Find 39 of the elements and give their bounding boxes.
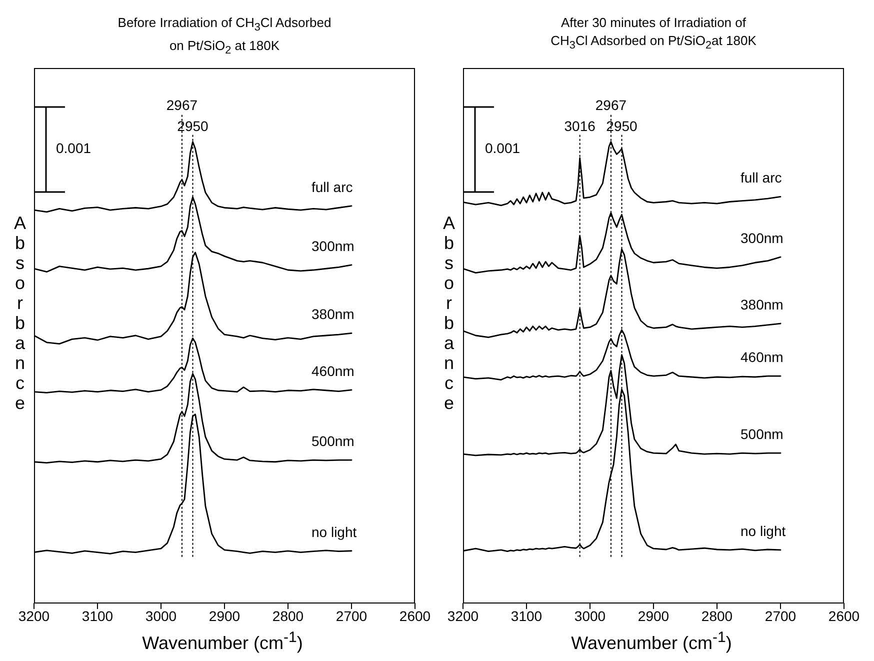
series-label: 500nm (312, 433, 354, 450)
ref-line-label: 2967 (595, 97, 627, 114)
series-label: 500nm (740, 426, 784, 442)
x-tick-label: 3000 (574, 608, 606, 624)
x-tick-label: 2800 (272, 608, 304, 624)
ref-line-label: 2967 (166, 97, 198, 114)
ref-line-label: 2950 (606, 118, 638, 134)
x-tick-label: 3200 (447, 608, 479, 624)
x-tick-label: 2700 (336, 608, 368, 624)
y-axis-title: Absorbance (10, 213, 30, 413)
x-tick-label: 2900 (208, 608, 240, 624)
series-label: 300nm (740, 230, 784, 246)
x-tick-label: 3100 (510, 608, 542, 624)
x-tick-label: 2600 (828, 608, 860, 624)
ref-line-label: 3016 (564, 118, 596, 134)
x-tick-label: 2800 (701, 608, 733, 624)
series-label: no light (312, 524, 357, 540)
series-label: 380nm (740, 296, 784, 313)
x-tick-label: 3100 (82, 608, 114, 624)
y-axis-title: Absorbance (439, 213, 459, 413)
series-label: full arc (312, 178, 353, 195)
x-tick-label: 2900 (638, 608, 670, 624)
series-label: full arc (740, 170, 782, 186)
x-tick-label: 2600 (399, 608, 431, 624)
series-label: 300nm (312, 238, 354, 254)
series-label: 460nm (740, 349, 784, 366)
x-axis-title: Wavenumber (cm$^{-1}$) (570, 628, 733, 654)
x-axis-title: Wavenumber (cm$^{-1}$) (141, 628, 304, 654)
ref-line-label: 2950 (177, 118, 209, 134)
series-label: no light (740, 522, 786, 539)
annotation: 0.001 (485, 140, 520, 156)
chart-title: After 30 minutes of Irradiation of CH$_{3}$Cl Adsorbed on Pt/SiO$_{2}$at 180K (550, 14, 758, 54)
series-label: 460nm (312, 362, 354, 379)
annotation: 0.001 (56, 140, 92, 156)
chart-title: Before Irradiation of CH$_{3}$Cl Adsorbed on Pt/SiO$_{2}$ at 180K (118, 15, 332, 56)
series-label: 380nm (312, 306, 354, 322)
x-tick-label: 3200 (18, 608, 50, 624)
x-tick-label: 2700 (764, 608, 796, 624)
x-tick-label: 3000 (145, 608, 177, 624)
